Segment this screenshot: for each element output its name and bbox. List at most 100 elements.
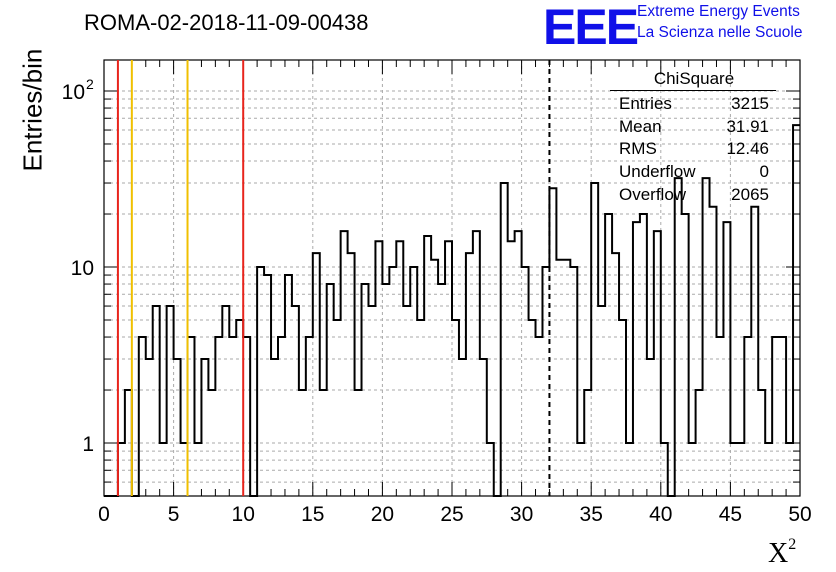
histogram-bin — [320, 390, 327, 496]
eee-logo: EEE — [543, 0, 639, 55]
x-tick-label: 25 — [440, 503, 463, 526]
histogram-bin — [445, 241, 452, 496]
histogram-bin — [696, 390, 703, 496]
x-tick-label: 0 — [98, 503, 110, 526]
stats-key: Overflow — [619, 185, 687, 204]
histogram-bin — [661, 443, 668, 496]
histogram-bin — [229, 337, 236, 496]
histogram-bin — [612, 253, 619, 496]
histogram-bin — [689, 443, 696, 496]
stats-key: Underflow — [619, 162, 696, 181]
stats-key: Mean — [619, 117, 662, 136]
histogram-bin — [779, 337, 786, 496]
histogram-bin — [737, 443, 744, 496]
stats-value: 31.91 — [726, 117, 769, 136]
histogram-bin — [160, 443, 167, 496]
histogram-bin — [334, 320, 341, 496]
histogram-bin — [542, 267, 549, 496]
histogram-bin — [675, 178, 682, 496]
x-tick-label: 20 — [371, 503, 394, 526]
x-tick-label: 45 — [719, 503, 742, 526]
histogram-bin — [522, 267, 529, 496]
histogram-bin — [222, 306, 229, 496]
histogram-bin — [292, 306, 299, 496]
histogram-bin — [529, 320, 536, 496]
histogram-bin — [793, 125, 800, 496]
histogram-bin — [619, 320, 626, 496]
histogram-bin — [341, 231, 348, 496]
histogram-bin — [125, 390, 132, 496]
histogram-bin — [515, 231, 522, 496]
histogram-bin — [403, 306, 410, 496]
run-title: ROMA-02-2018-11-09-00438 — [84, 10, 369, 35]
histogram-bin — [188, 337, 195, 496]
histogram-bin — [389, 267, 396, 496]
histogram-bin — [368, 306, 375, 496]
y-tick-label: 1 — [82, 433, 94, 456]
stats-value: 2065 — [731, 185, 769, 204]
x-tick-label: 15 — [301, 503, 324, 526]
y-axis-label: Entries/bin — [17, 48, 48, 172]
histogram-bin — [327, 284, 334, 496]
histogram-bin — [410, 267, 417, 496]
stats-key: Entries — [619, 94, 672, 113]
histogram-bin — [647, 359, 654, 496]
histogram-bin — [438, 284, 445, 496]
histogram-bin — [146, 359, 153, 496]
x-tick-label: 40 — [649, 503, 672, 526]
x-tick-label: 10 — [232, 503, 255, 526]
histogram-bin — [139, 337, 146, 496]
x-tick-label: 50 — [788, 503, 811, 526]
histogram-bin — [786, 443, 793, 496]
histogram-bin — [633, 222, 640, 496]
histogram-bin — [243, 337, 250, 496]
histogram-bin — [208, 390, 215, 496]
logo-subtitle-line2: La Scienza nelle Scuole — [637, 24, 803, 41]
axis-ticks — [103, 60, 801, 496]
histogram-bin — [591, 183, 598, 496]
histogram-bin — [549, 188, 556, 496]
histogram-bin — [473, 231, 480, 496]
histogram-bin — [556, 260, 563, 496]
x-tick-label: 30 — [510, 503, 533, 526]
histogram-bin — [487, 443, 494, 496]
histogram-bin — [153, 306, 160, 496]
histogram-bin — [181, 443, 188, 496]
histogram-bin — [716, 337, 723, 496]
x-axis-label-base: X — [768, 538, 789, 569]
y-tick-exponent: 2 — [86, 76, 94, 92]
histogram-outline — [104, 124, 800, 497]
histogram-bin — [563, 260, 570, 496]
marker-lines — [116, 60, 551, 496]
x-tick-label: 35 — [580, 503, 603, 526]
histogram-bin — [236, 320, 243, 496]
histogram-bin — [313, 253, 320, 496]
histogram-bin — [194, 443, 201, 496]
histogram-bin — [570, 267, 577, 496]
histogram-bin — [375, 241, 382, 496]
histogram-bin — [744, 337, 751, 496]
histogram-bin — [431, 260, 438, 496]
histogram-bin — [640, 214, 647, 496]
histogram-bin — [264, 275, 271, 496]
histogram-bin — [501, 183, 508, 496]
histogram-bin — [285, 275, 292, 496]
histogram-bin — [730, 443, 737, 496]
histogram-bin — [257, 267, 264, 496]
stats-value: 12.46 — [726, 139, 769, 158]
logo-subtitle-line1: Extreme Energy Events — [637, 3, 800, 20]
stats-value: 3215 — [731, 94, 769, 113]
histogram-bin — [417, 320, 424, 496]
histogram-bin — [396, 241, 403, 496]
histogram-bin — [424, 236, 431, 496]
stats-box-rule — [610, 90, 776, 91]
histogram-bin — [174, 359, 181, 496]
histogram-bin — [118, 443, 125, 496]
histogram-bin — [654, 231, 661, 496]
histogram-bin — [703, 178, 710, 496]
histogram-bin — [459, 359, 466, 496]
histogram-bin — [598, 306, 605, 496]
histogram-bin — [355, 390, 362, 496]
histogram-bin — [772, 337, 779, 496]
